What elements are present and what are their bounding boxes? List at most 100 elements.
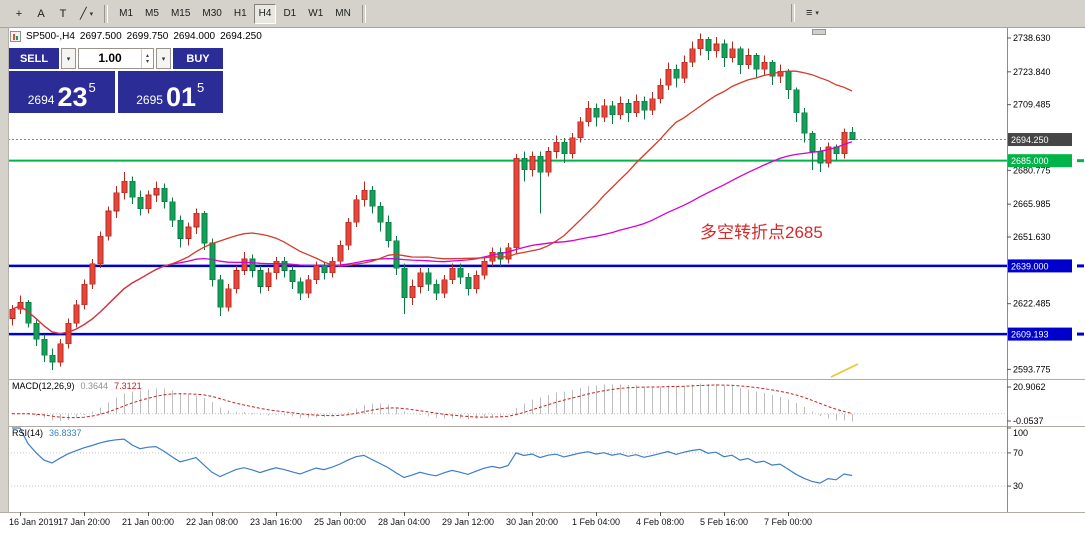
bid-prefix: 2694 bbox=[27, 93, 55, 107]
svg-text:100: 100 bbox=[1013, 428, 1028, 438]
volume-value: 1.00 bbox=[98, 51, 122, 65]
current-price-badge: 2694.250 bbox=[1008, 133, 1072, 147]
macd-indicator-header: MACD(12,26,9) 0.3644 7.3121 bbox=[12, 381, 142, 391]
svg-text:23 Jan 16:00: 23 Jan 16:00 bbox=[250, 517, 302, 527]
ask-pips: 01 bbox=[165, 82, 196, 113]
candlesticks bbox=[9, 33, 856, 370]
toolbar-separator bbox=[104, 4, 109, 23]
rsi-line bbox=[12, 427, 853, 484]
volume-spinner[interactable]: ▴ ▾ bbox=[141, 49, 153, 68]
timeframe-button-m5[interactable]: M5 bbox=[145, 8, 159, 19]
main-toolbar: + A T ╱ ▾ M1 M5 M15 M30 H1 H4 D1 W1 MN ≡ ▾ bbox=[0, 0, 1085, 28]
trendline-icon: ╱ bbox=[80, 8, 87, 20]
ask-prefix: 2695 bbox=[136, 93, 163, 107]
price-axis[interactable]: 2738.630 2723.840 2709.485 2680.775 2665.985… bbox=[1007, 33, 1051, 491]
scrollbar-thumb[interactable] bbox=[812, 29, 826, 35]
timeframe-button-d1[interactable]: D1 bbox=[283, 8, 297, 19]
toolbar-separator bbox=[791, 4, 795, 22]
buy-options-dropdown[interactable]: ▾ bbox=[156, 48, 171, 69]
svg-text:5 Feb 16:00: 5 Feb 16:00 bbox=[700, 517, 748, 527]
rsi-value: 36.8337 bbox=[49, 428, 82, 438]
chart-ohlc-header: SP500-,H4 2697.500 2699.750 2694.000 269… bbox=[10, 31, 262, 42]
svg-text:4 Feb 08:00: 4 Feb 08:00 bbox=[636, 517, 684, 527]
svg-text:2694.250: 2694.250 bbox=[1011, 135, 1049, 145]
svg-text:2665.985: 2665.985 bbox=[1013, 199, 1051, 209]
bid-point: 5 bbox=[88, 80, 96, 95]
chevron-down-icon: ▾ bbox=[161, 55, 166, 63]
ohlc-low: 2694.000 bbox=[173, 31, 216, 42]
chevron-down-icon: ▾ bbox=[815, 10, 819, 17]
svg-text:29 Jan 12:00: 29 Jan 12:00 bbox=[442, 517, 494, 527]
volume-field[interactable]: 1.00 ▴ ▾ bbox=[78, 48, 154, 69]
chevron-down-icon: ▾ bbox=[89, 10, 94, 18]
horizontal-lines bbox=[8, 159, 1084, 336]
buy-button[interactable]: BUY bbox=[173, 48, 223, 69]
hline-edge-marker bbox=[1077, 159, 1084, 163]
svg-text:2639.000: 2639.000 bbox=[1011, 261, 1049, 271]
toolbar-right-group: ≡ ▾ bbox=[786, 3, 825, 23]
ohlc-high: 2699.750 bbox=[126, 31, 169, 42]
svg-text:30 Jan 20:00: 30 Jan 20:00 bbox=[506, 517, 558, 527]
svg-text:21 Jan 00:00: 21 Jan 00:00 bbox=[122, 517, 174, 527]
trendline-object[interactable] bbox=[830, 363, 859, 378]
symbol-timeframe-label: SP500-,H4 bbox=[26, 31, 75, 42]
text-icon: A bbox=[37, 7, 45, 20]
time-axis[interactable]: 16 Jan 2019 17 Jan 20:00 21 Jan 00:00 22 Ja… bbox=[9, 512, 812, 527]
left-edge-panel bbox=[0, 28, 9, 512]
hline-edge-marker bbox=[1077, 332, 1084, 336]
chart-options-tool-button[interactable]: ≡ ▾ bbox=[801, 3, 824, 23]
timeframe-button-w1[interactable]: W1 bbox=[308, 8, 324, 19]
sell-button[interactable]: SELL bbox=[9, 48, 59, 69]
one-click-trading-panel: SELL ▾ 1.00 ▴ ▾ ▾ BUY 2694 bbox=[9, 48, 223, 113]
sell-options-dropdown[interactable]: ▾ bbox=[61, 48, 76, 69]
svg-text:30: 30 bbox=[1013, 481, 1023, 491]
svg-text:16 Jan 2019: 16 Jan 2019 bbox=[9, 517, 59, 527]
macd-signal-line bbox=[11, 384, 853, 419]
rsi-name: RSI(14) bbox=[12, 428, 44, 438]
svg-text:70: 70 bbox=[1013, 448, 1023, 458]
trendline-tool-button[interactable]: ╱ ▾ bbox=[75, 4, 98, 24]
svg-text:-0.0537: -0.0537 bbox=[1013, 416, 1044, 426]
svg-text:1 Feb 04:00: 1 Feb 04:00 bbox=[572, 517, 620, 527]
ma-fast-line bbox=[11, 70, 853, 335]
svg-text:22 Jan 08:00: 22 Jan 08:00 bbox=[186, 517, 238, 527]
hline-price-badge: 2685.000 bbox=[1008, 154, 1072, 168]
toolbar-separator bbox=[361, 4, 366, 23]
svg-text:17 Jan 20:00: 17 Jan 20:00 bbox=[58, 517, 110, 527]
svg-text:7 Feb 00:00: 7 Feb 00:00 bbox=[764, 517, 812, 527]
ohlc-close: 2694.250 bbox=[220, 31, 262, 42]
ask-point: 5 bbox=[197, 80, 205, 95]
svg-text:2593.775: 2593.775 bbox=[1013, 364, 1051, 374]
bid-pips: 23 bbox=[57, 82, 88, 113]
ohlc-open: 2697.500 bbox=[79, 31, 122, 42]
svg-text:20.9062: 20.9062 bbox=[1013, 382, 1046, 392]
cursor-tool-button[interactable]: + bbox=[9, 4, 29, 24]
svg-text:2709.485: 2709.485 bbox=[1013, 100, 1051, 110]
svg-text:2685.000: 2685.000 bbox=[1011, 156, 1049, 166]
svg-text:2680.775: 2680.775 bbox=[1013, 165, 1051, 175]
spinner-down-icon[interactable]: ▾ bbox=[145, 58, 149, 65]
bid-price-display[interactable]: 2694 23 5 bbox=[9, 71, 115, 113]
macd-signal-value: 7.3121 bbox=[114, 381, 142, 391]
timeframe-button-mn[interactable]: MN bbox=[335, 8, 351, 19]
chart-text-annotation[interactable]: 多空转折点2685 bbox=[700, 223, 823, 242]
text-tool-button[interactable]: A bbox=[31, 4, 51, 24]
timeframe-button-m1[interactable]: M1 bbox=[119, 8, 134, 19]
ask-price-display[interactable]: 2695 01 5 bbox=[117, 71, 223, 113]
macd-value: 0.3644 bbox=[80, 381, 109, 391]
chart-window: 2738.630 2723.840 2709.485 2680.775 2665.985… bbox=[0, 28, 1085, 534]
svg-text:28 Jan 04:00: 28 Jan 04:00 bbox=[378, 517, 430, 527]
text-label-tool-button[interactable]: T bbox=[53, 4, 73, 24]
timeframe-button-m30[interactable]: M30 bbox=[202, 8, 222, 19]
chart-window-icon bbox=[10, 31, 21, 42]
svg-text:25 Jan 00:00: 25 Jan 00:00 bbox=[314, 517, 366, 527]
text-label-icon: T bbox=[59, 7, 67, 20]
timeframe-button-h4[interactable]: H4 bbox=[253, 3, 277, 24]
macd-name: MACD(12,26,9) bbox=[12, 381, 75, 391]
chart-canvas[interactable]: 2738.630 2723.840 2709.485 2680.775 2665.985… bbox=[0, 28, 1085, 534]
spinner-up-icon[interactable]: ▴ bbox=[145, 52, 149, 59]
timeframe-button-m15[interactable]: M15 bbox=[170, 8, 191, 19]
hline-price-badge: 2609.193 bbox=[1008, 327, 1072, 341]
timeframe-button-h1[interactable]: H1 bbox=[233, 8, 247, 19]
chart-options-icon: ≡ bbox=[806, 7, 813, 19]
